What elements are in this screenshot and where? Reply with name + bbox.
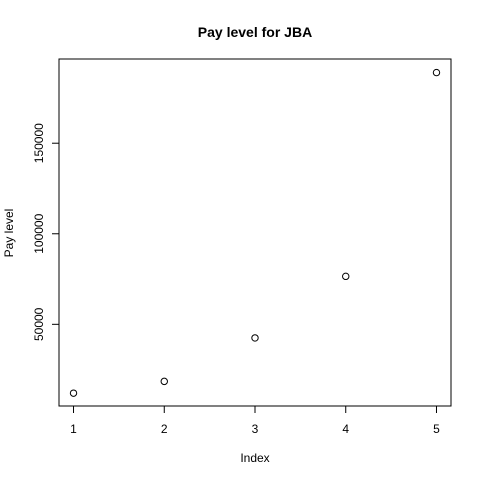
x-tick-label: 3	[252, 422, 259, 436]
x-axis: 1 2 3 4 5	[70, 405, 440, 436]
y-tick-label: 50000	[32, 307, 46, 341]
x-tick-label: 1	[70, 422, 77, 436]
data-point	[69, 389, 78, 397]
x-axis-label: Index	[240, 451, 269, 465]
y-axis-label: Pay level	[2, 209, 16, 258]
y-axis: 50000 100000 150000	[32, 123, 60, 341]
chart-title: Pay level for JBA	[198, 24, 312, 40]
data-point	[342, 272, 350, 281]
data-point	[251, 334, 259, 342]
data-point	[432, 68, 441, 77]
x-tick-label: 5	[433, 422, 440, 436]
data-point	[160, 377, 168, 386]
data-points	[69, 68, 441, 397]
x-tick-label: 4	[342, 422, 349, 436]
y-tick-label: 100000	[32, 213, 46, 253]
plot-frame	[58, 58, 452, 407]
x-tick-label: 2	[161, 422, 168, 436]
y-tick-label: 150000	[32, 123, 46, 163]
